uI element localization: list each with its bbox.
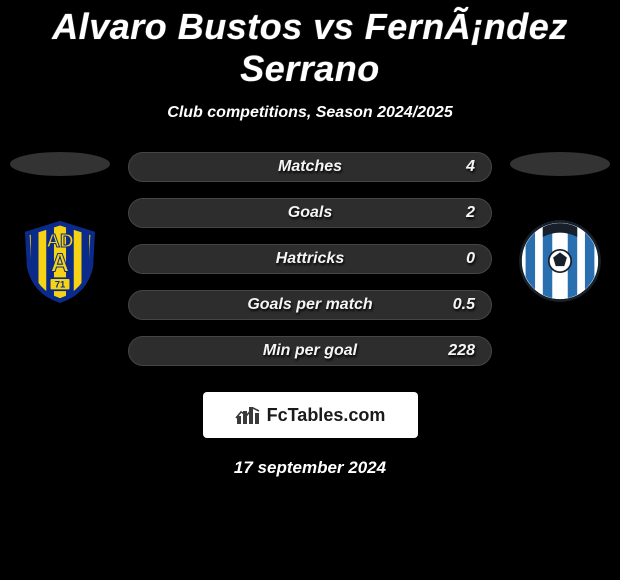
stat-label: Goals per match <box>129 296 491 314</box>
stat-bar-goals-per-match: Goals per match 0.5 <box>128 290 492 320</box>
stat-right-value: 2 <box>466 204 475 222</box>
brand-logo-box: FcTables.com <box>203 392 418 438</box>
page-subtitle: Club competitions, Season 2024/2025 <box>0 104 620 122</box>
stat-right-value: 4 <box>466 158 475 176</box>
stat-right-value: 0.5 <box>453 296 475 314</box>
right-team-crest <box>517 218 603 304</box>
left-team-crest: AD A 71 <box>17 218 103 304</box>
content-row: AD A 71 Matches 4 Goals 2 <box>0 152 620 382</box>
right-column <box>510 152 610 304</box>
stat-label: Goals <box>129 204 491 222</box>
left-column: AD A 71 <box>10 152 110 304</box>
brand-text: FcTables.com <box>267 405 386 426</box>
stat-label: Min per goal <box>129 342 491 360</box>
crest-text-a: A <box>51 249 70 277</box>
stat-right-value: 0 <box>466 250 475 268</box>
infographic-date: 17 september 2024 <box>0 458 620 478</box>
stat-bar-hattricks: Hattricks 0 <box>128 244 492 274</box>
stat-label: Matches <box>129 158 491 176</box>
stat-right-value: 228 <box>448 342 475 360</box>
comparison-infographic: Alvaro Bustos vs FernÃ¡ndez Serrano Club… <box>0 0 620 580</box>
right-shadow-ellipse <box>510 152 610 176</box>
left-shadow-ellipse <box>10 152 110 176</box>
stat-label: Hattricks <box>129 250 491 268</box>
crest-year: 71 <box>55 280 66 291</box>
stats-panel: Matches 4 Goals 2 Hattricks 0 Goals per … <box>110 152 510 382</box>
stat-bar-min-per-goal: Min per goal 228 <box>128 336 492 366</box>
stat-bar-matches: Matches 4 <box>128 152 492 182</box>
page-title: Alvaro Bustos vs FernÃ¡ndez Serrano <box>0 0 620 90</box>
stat-bar-goals: Goals 2 <box>128 198 492 228</box>
bar-chart-icon <box>235 404 261 426</box>
